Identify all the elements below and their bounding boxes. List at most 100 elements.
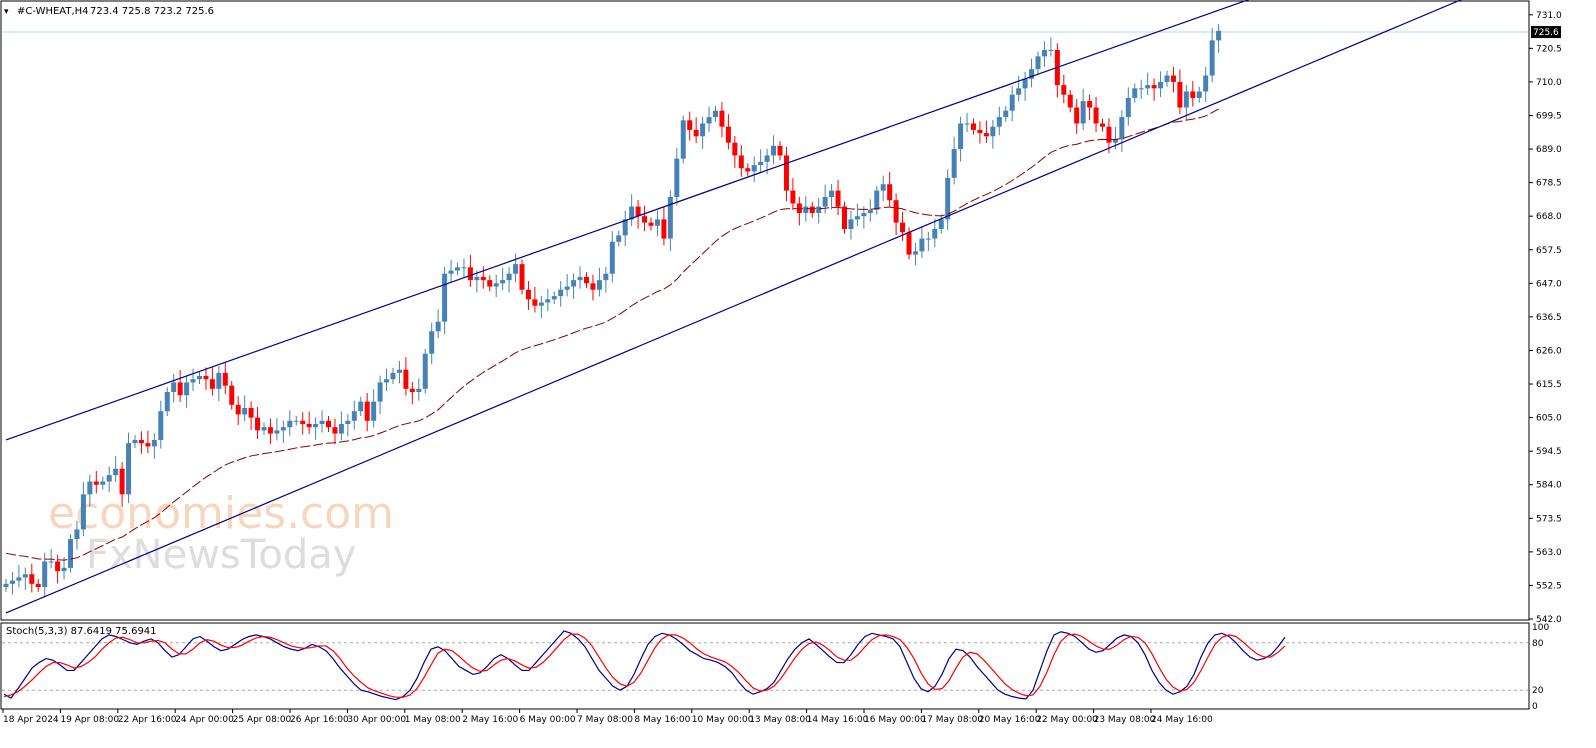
x-tick-label: 10 May 00:00 xyxy=(692,715,754,725)
stoch-y-tick-label: 80 xyxy=(1532,639,1544,649)
channel-lower-line xyxy=(5,0,1462,614)
candle-body xyxy=(184,382,190,396)
x-tick-label: 2 May 16:00 xyxy=(462,715,518,725)
candle-body xyxy=(1145,85,1151,89)
candle-body xyxy=(132,439,138,444)
candle-body xyxy=(396,369,402,373)
x-tick-label: 26 Apr 16:00 xyxy=(290,715,349,725)
candle-body xyxy=(3,583,9,588)
candle-body xyxy=(958,123,964,150)
candle-body xyxy=(274,430,280,434)
candle-body xyxy=(203,376,209,380)
candle-body xyxy=(326,420,331,428)
candle-body xyxy=(590,283,596,290)
x-tick-label: 1 May 08:00 xyxy=(405,715,461,725)
candle-body xyxy=(893,200,899,223)
candle-body xyxy=(506,273,512,281)
candle-body xyxy=(467,267,473,281)
candle-body xyxy=(9,580,15,584)
candle-body xyxy=(700,123,706,137)
candle-body xyxy=(332,427,338,434)
candle-body xyxy=(751,165,757,172)
y-tick-label: 731.0 xyxy=(1536,11,1562,21)
y-tick-label: 626.0 xyxy=(1536,346,1562,356)
y-tick-label: 647.0 xyxy=(1536,279,1562,289)
candle-body xyxy=(138,439,144,444)
candle-body xyxy=(880,184,886,191)
stoch-plot xyxy=(2,630,1528,701)
candle-body xyxy=(87,481,93,495)
candle-body xyxy=(687,120,693,130)
candle-body xyxy=(313,423,319,428)
candle-body xyxy=(1170,75,1176,82)
y-tick-label: 552.5 xyxy=(1536,581,1562,591)
candle-body xyxy=(151,439,157,447)
candle-body xyxy=(429,331,435,354)
x-tick-label: 24 Apr 00:00 xyxy=(175,715,234,725)
candle-body xyxy=(480,276,486,281)
candle-body xyxy=(384,379,390,383)
candle-body xyxy=(106,475,112,482)
candle-body xyxy=(842,206,847,229)
candle-body xyxy=(422,353,428,389)
candle-body xyxy=(584,276,589,284)
candle-body xyxy=(306,423,312,428)
x-tick-label: 25 Apr 08:00 xyxy=(233,715,292,725)
candle-body xyxy=(409,388,415,393)
candle-body xyxy=(235,404,241,415)
x-tick-label: 7 May 08:00 xyxy=(577,715,633,725)
candle-body xyxy=(867,209,873,213)
candle-body xyxy=(358,401,364,412)
candle-body xyxy=(435,321,441,332)
candle-body xyxy=(455,267,460,271)
candle-body xyxy=(1138,88,1144,90)
candle-body xyxy=(222,372,228,386)
candle-body xyxy=(758,161,764,166)
candle-body xyxy=(171,382,177,393)
candle-body xyxy=(403,369,409,389)
candle-body xyxy=(35,583,41,588)
candle-body xyxy=(158,411,164,440)
candle-body xyxy=(1003,110,1009,118)
candle-body xyxy=(713,110,718,118)
candle-body xyxy=(1119,117,1125,140)
candle-body xyxy=(771,145,777,156)
candle-body xyxy=(829,190,835,198)
x-tick-label: 23 May 08:00 xyxy=(1094,715,1156,725)
candle-body xyxy=(558,289,564,297)
candle-body xyxy=(113,468,119,476)
candle-body xyxy=(996,117,1002,127)
x-tick-label: 30 Apr 00:00 xyxy=(347,715,406,725)
candle-body xyxy=(100,481,106,485)
x-tick-label: 22 May 00:00 xyxy=(1036,715,1098,725)
candle-body xyxy=(345,420,351,424)
candle-body xyxy=(545,299,551,303)
candle-body xyxy=(255,417,261,431)
candle-body xyxy=(938,219,944,229)
candle-body xyxy=(1035,56,1041,70)
y-tick-label: 689.0 xyxy=(1536,145,1562,155)
candle-body xyxy=(1048,49,1054,51)
candle-body xyxy=(48,561,54,563)
candle-body xyxy=(900,222,906,233)
candle-body xyxy=(654,219,660,226)
stoch-panel-frame xyxy=(0,622,1530,710)
candle-body xyxy=(197,376,202,380)
candle-body xyxy=(42,561,48,588)
x-tick-label: 22 Apr 16:00 xyxy=(118,715,177,725)
stoch-y-tick-label: 100 xyxy=(1532,623,1549,633)
candle-body xyxy=(209,379,215,389)
candle-body xyxy=(906,232,912,255)
candle-body xyxy=(854,216,860,220)
x-tick-label: 13 May 08:00 xyxy=(749,715,811,725)
x-tick-label: 6 May 00:00 xyxy=(520,715,576,725)
y-tick-label: 573.5 xyxy=(1536,514,1562,524)
candle-body xyxy=(764,155,770,162)
candle-body xyxy=(919,238,925,252)
candle-body xyxy=(622,219,628,236)
y-tick-label: 710.0 xyxy=(1536,78,1562,88)
candle-body xyxy=(861,212,867,217)
candle-body xyxy=(796,203,802,213)
y-tick-label: 605.0 xyxy=(1536,414,1562,424)
candle-body xyxy=(1093,107,1099,124)
